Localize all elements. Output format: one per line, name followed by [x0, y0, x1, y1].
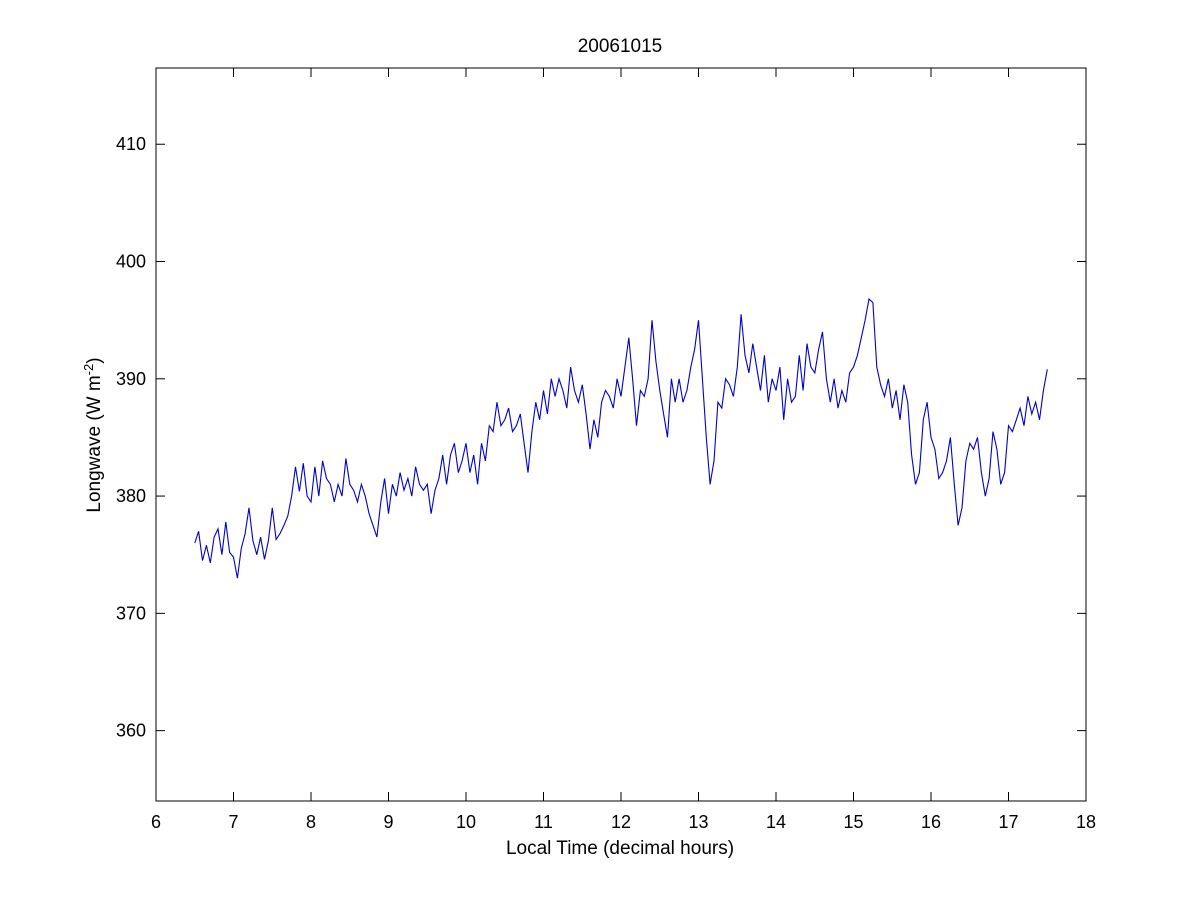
x-tick-label: 17 [998, 812, 1018, 832]
y-axis: 360 370 380 390 400 410 [116, 134, 1086, 741]
chart-title: 20061015 [578, 36, 663, 57]
x-axis: 6 7 8 9 10 11 12 13 14 15 16 17 18 [151, 68, 1096, 832]
y-tick-label: 390 [116, 369, 146, 389]
y-tick-label: 370 [116, 603, 146, 623]
x-tick-label: 11 [534, 812, 553, 832]
y-axis-label-main: Longwave (W m [84, 375, 105, 512]
y-axis-label-close: ) [84, 357, 105, 363]
x-tick-label: 12 [611, 812, 631, 832]
x-tick-label: 13 [688, 812, 708, 832]
x-tick-label: 6 [151, 812, 161, 832]
y-tick-label: 360 [116, 721, 146, 741]
plot-area [155, 67, 1087, 802]
x-tick-label: 14 [766, 812, 786, 832]
y-axis-label-superscript: -2 [81, 364, 96, 376]
x-tick-label: 8 [306, 812, 316, 832]
x-tick-label: 9 [383, 812, 393, 832]
y-tick-label: 400 [116, 252, 146, 272]
longwave-series-line [194, 297, 1048, 579]
y-tick-label: 410 [116, 134, 146, 154]
y-tick-label: 380 [116, 486, 146, 506]
x-tick-label: 15 [843, 812, 863, 832]
x-tick-label: 7 [228, 812, 238, 832]
x-tick-label: 18 [1076, 812, 1096, 832]
y-axis-label: Longwave (W m-2) [81, 357, 105, 512]
x-tick-label: 10 [456, 812, 476, 832]
x-tick-label: 16 [921, 812, 941, 832]
x-axis-label: Local Time (decimal hours) [506, 838, 734, 859]
